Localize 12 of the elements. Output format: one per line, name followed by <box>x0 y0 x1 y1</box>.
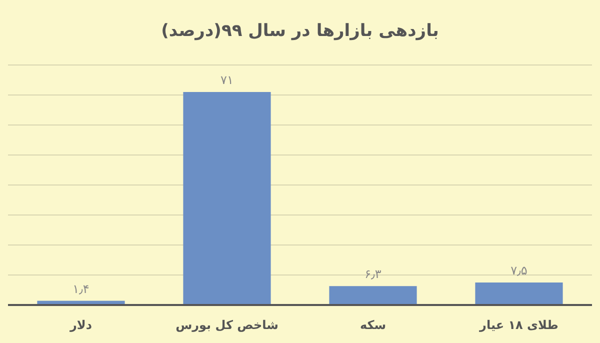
x-tick-label: سکه <box>360 318 386 332</box>
bar <box>183 92 271 305</box>
x-tick-label: طلای ۱۸ عیار <box>478 318 558 332</box>
bar <box>329 286 417 305</box>
data-label: ۶٫۳ <box>364 267 382 282</box>
x-tick-label: شاخص کل بورس <box>176 318 278 332</box>
data-label: ۷٫۵ <box>510 264 528 278</box>
data-label: ۱٫۴ <box>72 282 90 296</box>
chart-title: بازدهی بازارها در سال ۹۹(درصد) <box>161 21 439 41</box>
x-tick-label: دلار <box>68 318 92 332</box>
bar <box>475 282 563 305</box>
data-label: ۷۱ <box>220 73 234 87</box>
